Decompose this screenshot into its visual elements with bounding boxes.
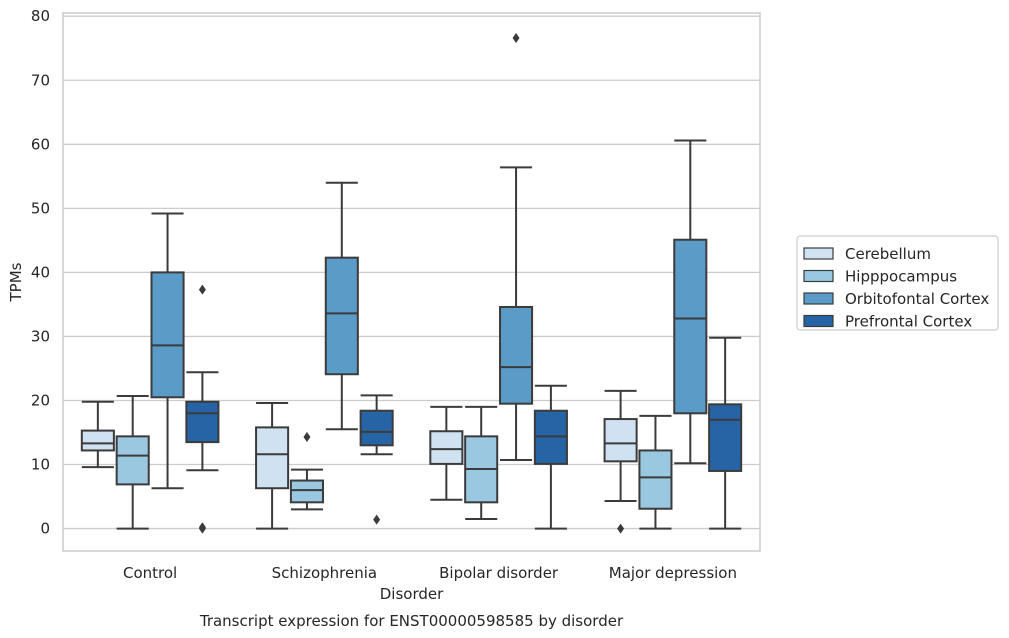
legend-label-0: Cerebellum — [845, 245, 931, 263]
y-axis-ticks: 0 10 20 30 40 50 60 70 80 — [31, 7, 50, 537]
box-cerebellum-0 — [80, 400, 115, 469]
legend-label-2: Orbitofontal Cortex — [845, 290, 989, 308]
box-body — [255, 426, 290, 490]
box-prefrontal-cortex-0 — [185, 284, 220, 534]
y-tick-label-50: 50 — [31, 199, 50, 217]
box-cerebellum-3 — [603, 389, 638, 534]
y-tick-label-10: 10 — [31, 456, 50, 474]
box-orbitofontal-cortex-2 — [499, 32, 534, 462]
y-tick-label-30: 30 — [31, 327, 50, 345]
outlier-point — [303, 431, 311, 442]
y-tick-label-80: 80 — [31, 7, 50, 25]
y-tick-label-20: 20 — [31, 391, 50, 409]
outlier-point — [198, 523, 206, 534]
box-body — [673, 238, 708, 415]
x-tick-label-2: Bipolar disorder — [439, 564, 559, 582]
legend-label-3: Prefrontal Cortex — [845, 313, 972, 331]
x-tick-label-1: Schizophrenia — [272, 564, 377, 582]
box-hipppocampus-3 — [638, 414, 673, 530]
box-orbitofontal-cortex-0 — [150, 212, 185, 490]
outlier-point — [198, 284, 206, 295]
legend: Cerebellum Hipppocampus Orbitofontal Corte… — [796, 235, 999, 331]
y-tick-label-40: 40 — [31, 263, 50, 281]
outlier-point — [512, 32, 520, 43]
box-hipppocampus-2 — [464, 405, 499, 520]
box-body — [708, 403, 743, 472]
box-cerebellum-1 — [255, 402, 290, 530]
y-tick-label-0: 0 — [40, 520, 50, 538]
x-axis-ticks: Control Schizophrenia Bipolar disorder Majo… — [123, 564, 737, 582]
box-body — [499, 305, 534, 405]
box-hipppocampus-0 — [115, 395, 150, 530]
plot-area-frame — [62, 12, 761, 552]
y-axis-label: TPMs — [7, 262, 25, 302]
box-hipppocampus-1 — [289, 431, 324, 511]
box-body — [115, 435, 150, 486]
box-prefrontal-cortex-2 — [533, 384, 568, 530]
box-orbitofontal-cortex-1 — [324, 181, 359, 431]
box-body — [185, 400, 220, 444]
box-body — [289, 479, 324, 504]
boxes — [80, 32, 743, 534]
box-body — [150, 271, 185, 399]
box-orbitofontal-cortex-3 — [673, 139, 708, 465]
box-body — [359, 409, 394, 447]
legend-swatch-3 — [803, 314, 834, 328]
legend-swatch-0 — [803, 247, 834, 260]
box-body — [324, 256, 359, 376]
box-body — [429, 430, 464, 465]
x-axis-label: Disorder — [380, 585, 444, 603]
legend-label-1: Hipppocampus — [845, 268, 957, 286]
box-body — [638, 449, 673, 510]
outlier-point — [373, 514, 381, 525]
legend-frame — [796, 235, 999, 331]
y-tick-label-70: 70 — [31, 71, 50, 89]
legend-swatch-2 — [803, 292, 834, 305]
outlier-point — [617, 523, 625, 534]
box-prefrontal-cortex-3 — [708, 336, 743, 530]
box-body — [80, 429, 115, 452]
box-prefrontal-cortex-1 — [359, 394, 394, 525]
x-tick-label-0: Control — [123, 564, 177, 582]
box-cerebellum-2 — [429, 405, 464, 501]
box-body — [603, 418, 638, 463]
legend-swatch-1 — [803, 269, 834, 283]
x-tick-label-3: Major depression — [609, 564, 737, 582]
y-tick-label-60: 60 — [31, 135, 50, 153]
chart-caption: Transcript expression for ENST0000059858… — [199, 612, 624, 630]
